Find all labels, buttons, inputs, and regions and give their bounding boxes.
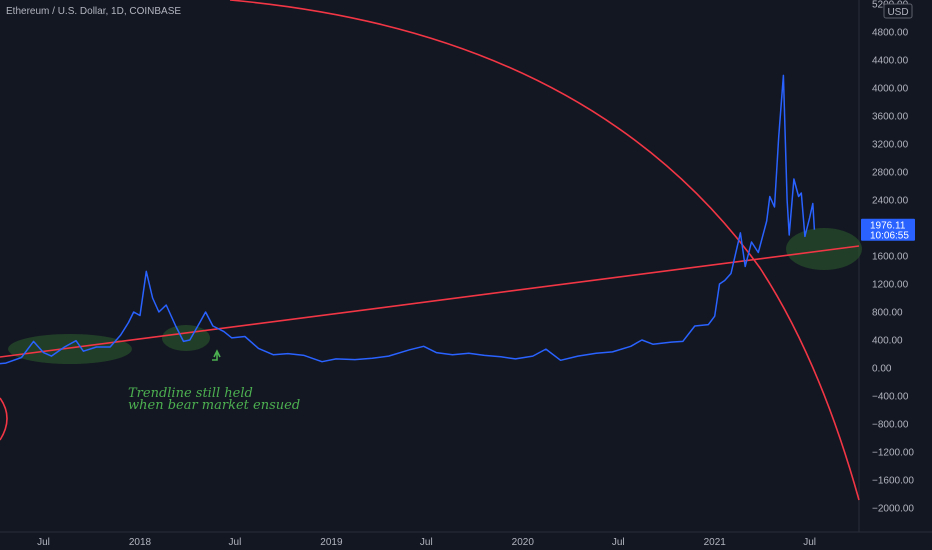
y-tick-label: 3200.00 <box>872 140 909 151</box>
bar-countdown: 10:06:55 <box>870 231 909 242</box>
arc-curve <box>229 0 860 501</box>
x-tick-label: Jul <box>420 537 433 548</box>
chart-title: Ethereum / U.S. Dollar, 1D, COINBASE <box>6 6 181 17</box>
y-tick-label: 400.00 <box>872 336 903 347</box>
y-tick-label: −1200.00 <box>872 448 914 459</box>
y-tick-label: 2800.00 <box>872 168 909 179</box>
x-tick-label: Jul <box>229 537 242 548</box>
y-tick-label: −800.00 <box>872 420 909 431</box>
annotation-line-1: Trendline still held <box>128 386 253 401</box>
highlight-ellipse <box>162 325 210 351</box>
y-tick-label: 4000.00 <box>872 84 909 95</box>
x-tick-label: 2020 <box>512 537 535 548</box>
y-tick-label: 2400.00 <box>872 196 909 207</box>
last-price-value: 1976.11 <box>870 221 906 232</box>
circle-fragment <box>0 397 8 441</box>
y-tick-label: 1600.00 <box>872 252 909 263</box>
annotation-line-2: when bear market ensued <box>128 398 300 413</box>
currency-label: USD <box>887 7 908 18</box>
price-line <box>0 74 816 365</box>
x-tick-label: Jul <box>37 537 50 548</box>
trendline <box>0 245 860 358</box>
last-price-tag: 1976.11 10:06:55 <box>861 218 915 242</box>
x-tick-label: 2018 <box>129 537 152 548</box>
y-tick-label: 0.00 <box>872 364 892 375</box>
x-tick-label: 2021 <box>704 537 727 548</box>
y-tick-label: −2000.00 <box>872 504 914 515</box>
x-tick-label: Jul <box>803 537 816 548</box>
y-tick-label: 800.00 <box>872 308 903 319</box>
y-tick-label: −400.00 <box>872 392 909 403</box>
series-layer <box>0 74 816 365</box>
currency-badge[interactable]: USD <box>883 3 913 19</box>
x-tick-label: 2019 <box>320 537 343 548</box>
y-tick-label: 4400.00 <box>872 56 909 67</box>
highlight-ellipse <box>8 334 132 364</box>
up-arrow-icon <box>212 349 221 361</box>
price-axis[interactable] <box>858 0 932 532</box>
y-tick-label: 4800.00 <box>872 28 909 39</box>
x-tick-labels: Jul 2018 Jul 2019 Jul 2020 Jul 2021 Jul <box>37 537 816 548</box>
annotation: Trendline still held when bear market en… <box>128 349 300 413</box>
y-tick-label: −1600.00 <box>872 476 914 487</box>
y-tick-label: 1200.00 <box>872 280 909 291</box>
drawings-layer <box>0 0 862 501</box>
highlight-ellipse <box>786 228 862 270</box>
time-axis[interactable] <box>0 531 932 550</box>
x-tick-label: Jul <box>612 537 625 548</box>
y-tick-label: 3600.00 <box>872 112 909 123</box>
